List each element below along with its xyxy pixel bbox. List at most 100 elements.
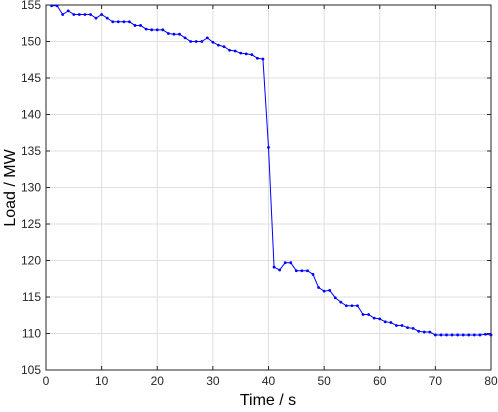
data-point <box>395 324 398 327</box>
data-point <box>400 324 404 327</box>
x-tick-label: 80 <box>484 374 498 388</box>
data-point <box>111 20 115 24</box>
data-point <box>439 333 443 337</box>
data-point <box>328 289 332 292</box>
x-tick-label: 10 <box>95 374 109 388</box>
data-point <box>322 289 326 293</box>
data-point <box>261 57 265 61</box>
data-point <box>417 329 421 333</box>
data-point <box>178 32 181 36</box>
y-tick-label: 105 <box>21 363 41 377</box>
x-axis-label: Time / s <box>240 392 296 409</box>
data-point <box>472 333 476 337</box>
data-point <box>278 268 282 272</box>
data-point <box>189 40 193 43</box>
data-point <box>244 52 248 56</box>
data-point <box>72 13 76 16</box>
y-tick-label: 145 <box>21 71 41 85</box>
data-point <box>484 332 487 336</box>
data-point <box>450 333 454 337</box>
y-tick-label: 135 <box>21 144 41 158</box>
data-point <box>378 317 382 321</box>
data-point <box>172 32 176 36</box>
data-point <box>272 265 276 269</box>
data-point <box>128 20 131 24</box>
data-point <box>333 296 337 300</box>
data-point <box>267 145 270 149</box>
data-point <box>478 333 482 337</box>
data-point <box>233 49 237 53</box>
y-tick-label: 125 <box>21 217 41 231</box>
data-point <box>239 51 243 55</box>
data-point <box>467 333 471 337</box>
data-point <box>77 13 81 16</box>
data-point <box>105 16 109 20</box>
data-point <box>94 16 98 20</box>
data-point <box>489 333 493 337</box>
data-point <box>389 321 393 324</box>
data-point <box>289 261 293 265</box>
data-point <box>445 333 448 337</box>
data-point <box>205 36 209 40</box>
y-tick-label: 150 <box>21 35 41 49</box>
x-tick-label: 0 <box>43 374 50 388</box>
data-point <box>222 45 226 49</box>
data-point <box>311 272 315 276</box>
data-point <box>200 40 204 43</box>
data-point <box>100 13 104 16</box>
data-point <box>55 4 59 8</box>
x-tick-label: 30 <box>206 374 220 388</box>
x-tick-labels: 0 10 20 30 40 50 60 70 80 <box>43 374 498 388</box>
data-point <box>428 330 432 334</box>
data-point <box>344 304 348 308</box>
data-point <box>144 27 148 31</box>
x-tick-label: 60 <box>373 374 387 388</box>
data-point <box>411 326 415 330</box>
data-point <box>306 269 309 273</box>
y-tick-labels: 105 110 115 120 125 130 135 140 145 150 155 <box>21 0 41 377</box>
y-tick-label: 130 <box>21 181 41 195</box>
data-point <box>61 13 65 16</box>
axis-ticks <box>45 4 492 371</box>
data-point <box>350 304 354 308</box>
y-tick-label: 140 <box>21 108 41 122</box>
data-point <box>133 24 137 27</box>
data-point <box>155 28 159 32</box>
data-point <box>183 36 187 40</box>
y-axis-label: Load / MW <box>2 148 19 226</box>
data-point <box>122 20 126 24</box>
y-tick-label: 110 <box>22 327 41 341</box>
data-point <box>166 32 170 35</box>
data-point <box>433 333 437 337</box>
data-point <box>356 304 359 308</box>
data-point <box>422 330 426 334</box>
data-point <box>461 333 465 337</box>
data-point <box>139 24 142 27</box>
data-point <box>83 13 87 16</box>
x-tick-label: 20 <box>151 374 165 388</box>
data-series <box>50 4 493 337</box>
y-tick-label: 120 <box>21 254 41 268</box>
data-point <box>367 313 371 316</box>
grid-lines <box>45 4 492 371</box>
data-point <box>339 300 343 304</box>
x-tick-label: 40 <box>262 374 276 388</box>
data-point <box>383 320 387 324</box>
series-line <box>51 5 492 336</box>
x-tick-label: 50 <box>317 374 331 388</box>
data-point <box>406 326 409 330</box>
data-point <box>89 13 92 16</box>
y-tick-label: 115 <box>22 290 41 304</box>
data-point <box>217 43 220 47</box>
data-point <box>150 28 154 32</box>
data-point <box>161 28 165 32</box>
data-point <box>294 269 298 273</box>
data-point <box>317 286 320 289</box>
y-tick-label: 155 <box>21 0 41 12</box>
data-point <box>66 9 70 13</box>
data-point <box>361 313 365 316</box>
data-point <box>211 40 215 44</box>
data-point <box>228 48 231 52</box>
data-point <box>250 53 254 57</box>
